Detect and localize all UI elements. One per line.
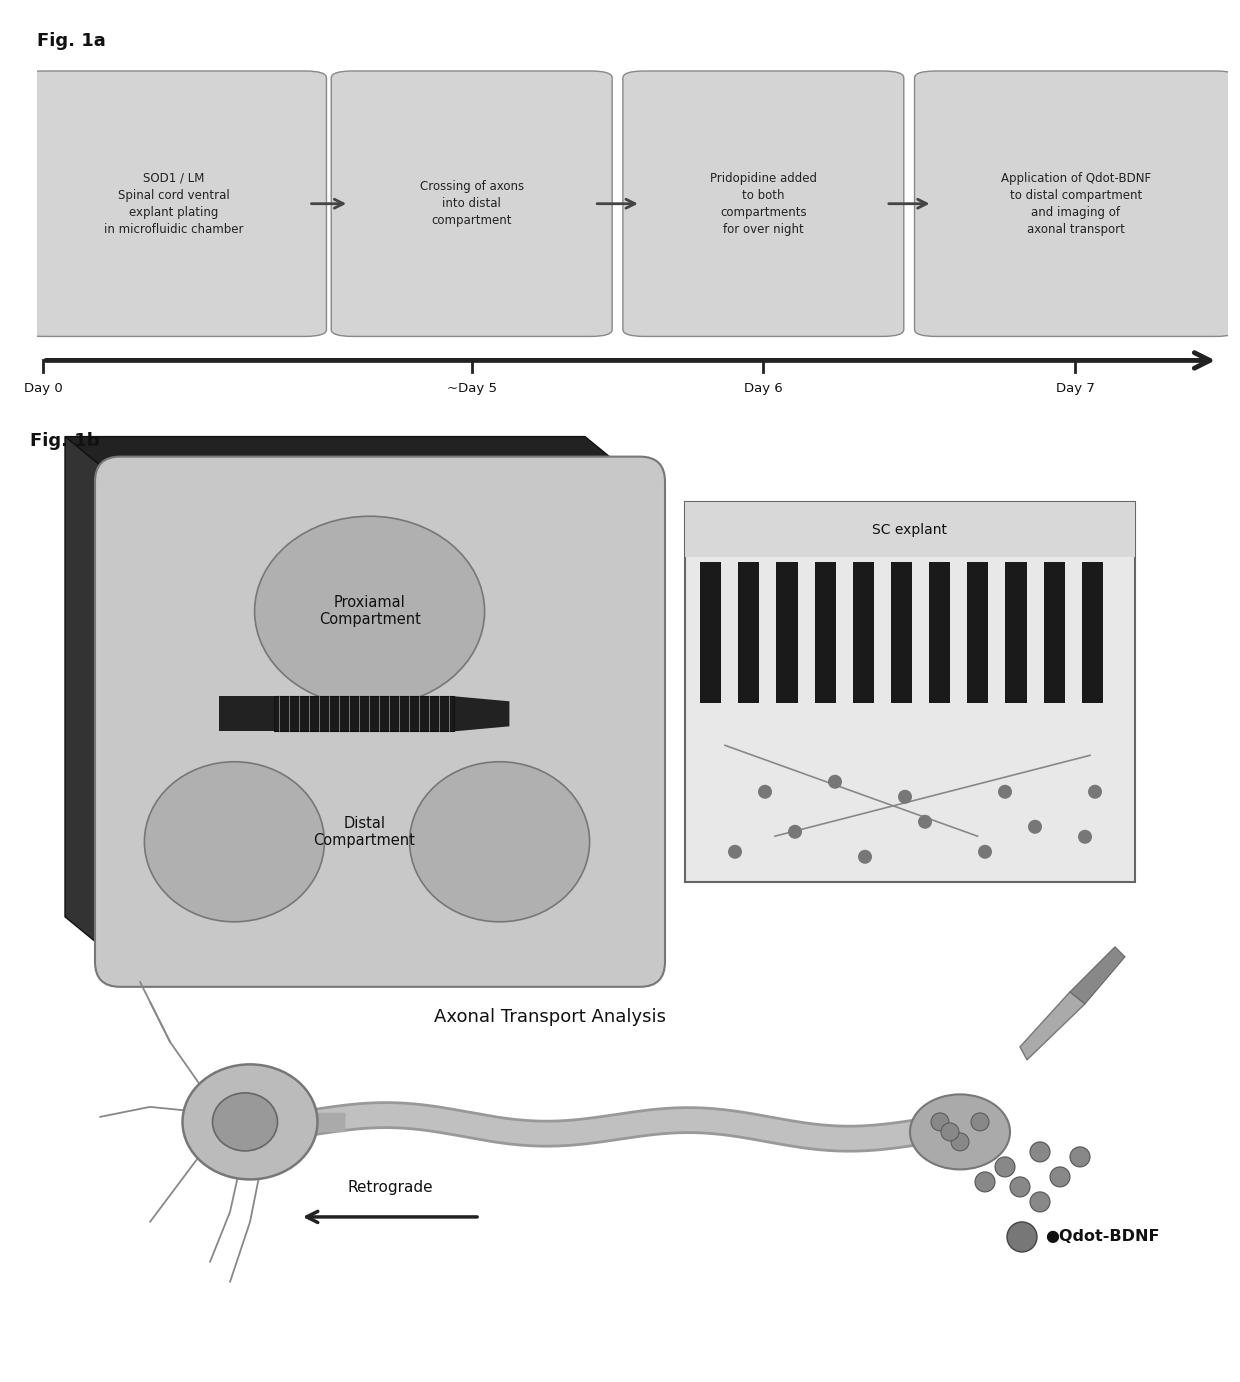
Text: Proxiamal
Compartment: Proxiamal Compartment [319, 596, 420, 627]
Circle shape [728, 844, 742, 858]
Circle shape [975, 1172, 994, 1191]
Circle shape [1070, 1147, 1090, 1166]
Text: SOD1 / LM
Spinal cord ventral
explant plating
in microfluidic chamber: SOD1 / LM Spinal cord ventral explant pl… [104, 171, 244, 236]
Bar [853, 561, 874, 703]
Circle shape [978, 844, 992, 858]
Ellipse shape [409, 761, 589, 922]
Bar [967, 561, 988, 703]
FancyBboxPatch shape [684, 502, 1135, 882]
Text: Day 0: Day 0 [24, 381, 62, 395]
Bar [1081, 561, 1104, 703]
Text: Pridopidine added
to both
compartments
for over night: Pridopidine added to both compartments f… [709, 171, 817, 236]
Text: Day 6: Day 6 [744, 381, 782, 395]
Bar [684, 502, 1135, 557]
Circle shape [758, 785, 773, 799]
Text: Application of Qdot-BDNF
to distal compartment
and imaging of
axonal transport: Application of Qdot-BDNF to distal compa… [1001, 171, 1151, 236]
Circle shape [1030, 1142, 1050, 1162]
FancyBboxPatch shape [331, 70, 613, 336]
Text: Distal
Compartment: Distal Compartment [314, 815, 415, 849]
Polygon shape [1070, 947, 1125, 1003]
Circle shape [1078, 829, 1092, 844]
Text: SC explant: SC explant [873, 522, 947, 536]
FancyBboxPatch shape [915, 70, 1238, 336]
Text: Day 7: Day 7 [1055, 381, 1095, 395]
FancyBboxPatch shape [22, 70, 326, 336]
Ellipse shape [182, 1064, 317, 1179]
FancyBboxPatch shape [622, 70, 904, 336]
Polygon shape [64, 437, 640, 482]
Text: ~Day 5: ~Day 5 [446, 381, 497, 395]
FancyBboxPatch shape [95, 456, 665, 987]
Circle shape [1028, 820, 1042, 833]
Bar [929, 561, 950, 703]
Circle shape [828, 775, 842, 789]
Circle shape [1011, 1177, 1030, 1197]
Circle shape [898, 789, 911, 804]
Polygon shape [64, 437, 120, 962]
Circle shape [1007, 1222, 1037, 1252]
Bar [815, 561, 836, 703]
Circle shape [941, 1124, 959, 1142]
Circle shape [1087, 785, 1102, 799]
Ellipse shape [910, 1095, 1011, 1169]
Polygon shape [454, 697, 510, 731]
Circle shape [1050, 1166, 1070, 1187]
Ellipse shape [212, 1093, 278, 1151]
Text: Fig. 1a: Fig. 1a [37, 32, 105, 50]
Ellipse shape [144, 761, 325, 922]
Bar [890, 561, 913, 703]
Bar [1044, 561, 1065, 703]
Bar [776, 561, 797, 703]
Polygon shape [219, 697, 274, 731]
Circle shape [787, 825, 802, 839]
Text: Crossing of axons
into distal
compartment: Crossing of axons into distal compartmen… [419, 180, 523, 227]
Circle shape [931, 1113, 949, 1130]
Circle shape [998, 785, 1012, 799]
Circle shape [951, 1133, 968, 1151]
Circle shape [918, 815, 932, 829]
Circle shape [858, 850, 872, 864]
Bar [274, 697, 454, 731]
Text: Retrograde: Retrograde [347, 1180, 433, 1195]
Text: Fig. 1b: Fig. 1b [30, 431, 99, 449]
Circle shape [1030, 1191, 1050, 1212]
Bar [1006, 561, 1027, 703]
Text: ●Qdot-BDNF: ●Qdot-BDNF [1045, 1230, 1159, 1244]
Polygon shape [1021, 992, 1085, 1060]
Circle shape [971, 1113, 990, 1130]
Circle shape [994, 1157, 1016, 1177]
Ellipse shape [254, 517, 485, 706]
Bar [701, 561, 722, 703]
Text: Axonal Transport Analysis: Axonal Transport Analysis [434, 1007, 666, 1025]
Bar [738, 561, 759, 703]
